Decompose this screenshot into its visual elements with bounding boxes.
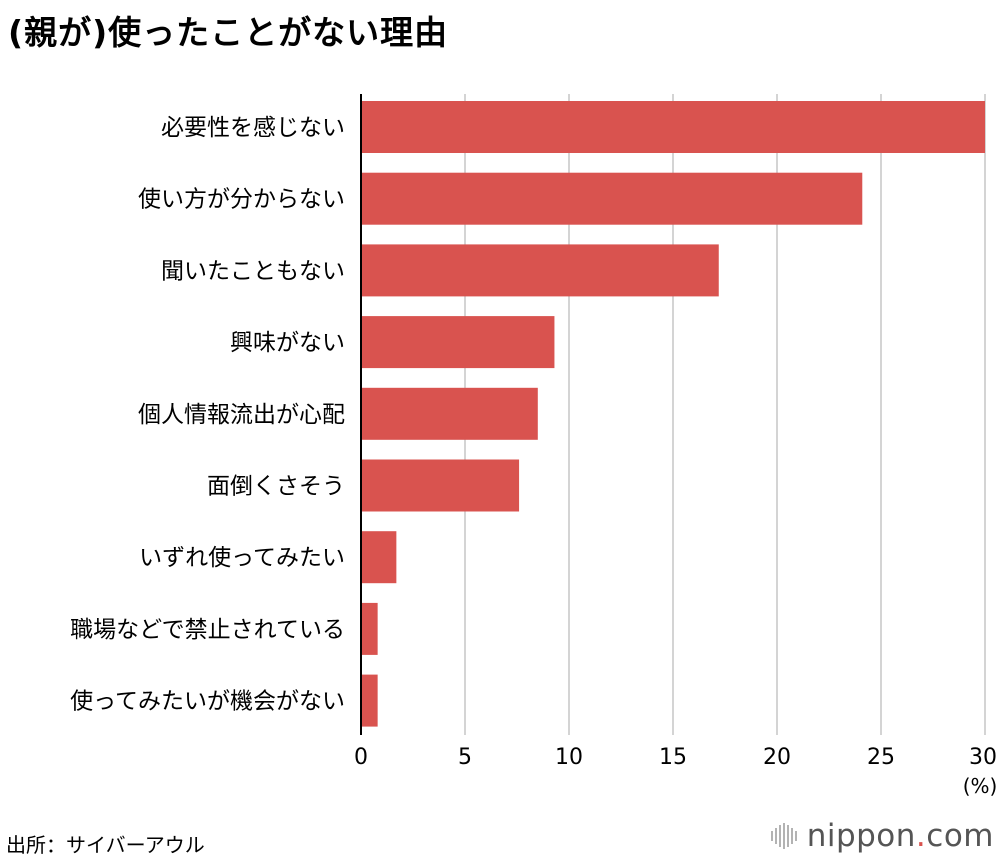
bar	[361, 459, 520, 512]
x-tick-labels: 0 5 10 15 20 25 30	[354, 745, 997, 770]
x-tick-label: 0	[354, 745, 368, 770]
x-tick-label: 5	[458, 745, 472, 770]
bar	[361, 531, 397, 584]
category-label: 必要性を感じない	[161, 115, 345, 141]
category-label: いずれ使ってみたい	[139, 545, 345, 571]
bars	[361, 101, 985, 727]
nippon-logo: nippon.com	[770, 818, 994, 854]
chart-title: (親が)使ったことがない理由	[8, 13, 449, 52]
x-tick-label: 10	[555, 745, 583, 770]
x-unit-label: (%)	[963, 774, 998, 798]
logo-text: nippon.com	[806, 818, 994, 854]
x-tick-label: 20	[763, 745, 791, 770]
category-label: 職場などで禁止されている	[70, 617, 345, 643]
bar	[361, 172, 863, 225]
x-tick-label: 25	[867, 745, 895, 770]
source-note: 出所：サイバーアウル	[6, 833, 205, 857]
bar	[361, 244, 719, 297]
category-label: 興味がない	[230, 330, 345, 356]
category-label: 使ってみたいが機会がない	[70, 689, 345, 715]
category-labels: 必要性を感じない使い方が分からない聞いたこともない興味がない個人情報流出が心配面…	[70, 115, 345, 715]
logo-bars-icon	[770, 823, 799, 849]
x-tick-label: 30	[969, 745, 997, 770]
bar	[361, 316, 555, 369]
category-label: 個人情報流出が心配	[138, 402, 345, 428]
category-label: 面倒くさそう	[207, 474, 345, 500]
category-label: 使い方が分からない	[138, 187, 345, 213]
category-label: 聞いたこともない	[161, 258, 345, 284]
x-tick-label: 15	[659, 745, 687, 770]
bar	[361, 101, 985, 153]
bar	[361, 674, 378, 727]
bar	[361, 387, 538, 440]
bar	[361, 602, 378, 655]
bar-chart: 必要性を感じない使い方が分からない聞いたこともない興味がない個人情報流出が心配面…	[70, 94, 998, 798]
